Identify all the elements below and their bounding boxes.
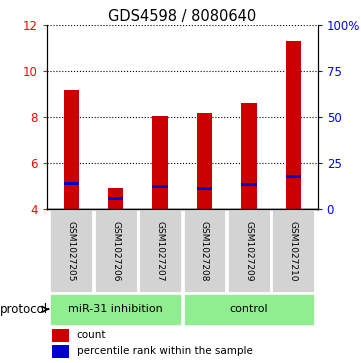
- Text: GSM1027210: GSM1027210: [289, 221, 298, 281]
- Text: GSM1027209: GSM1027209: [244, 221, 253, 281]
- Bar: [271, 209, 315, 293]
- Bar: [227, 209, 271, 293]
- Bar: [197, 113, 212, 209]
- Text: miR-31 inhibition: miR-31 inhibition: [68, 304, 163, 314]
- Title: GDS4598 / 8080640: GDS4598 / 8080640: [108, 9, 256, 24]
- Text: count: count: [77, 330, 106, 340]
- Bar: [108, 197, 123, 200]
- Text: control: control: [230, 304, 268, 314]
- Bar: [64, 90, 79, 209]
- Bar: [152, 185, 168, 188]
- Bar: [108, 188, 123, 209]
- Bar: [286, 41, 301, 209]
- Text: GSM1027208: GSM1027208: [200, 221, 209, 281]
- Bar: [183, 209, 226, 293]
- Bar: [64, 182, 79, 185]
- Bar: [152, 116, 168, 209]
- Text: GSM1027207: GSM1027207: [156, 221, 165, 281]
- Bar: [49, 209, 93, 293]
- Bar: [52, 329, 69, 342]
- Text: GSM1027205: GSM1027205: [67, 221, 76, 281]
- Bar: [286, 175, 301, 179]
- Bar: [138, 209, 182, 293]
- Bar: [241, 103, 257, 209]
- Bar: [241, 183, 257, 187]
- Bar: [94, 209, 138, 293]
- Bar: [183, 293, 315, 326]
- Text: percentile rank within the sample: percentile rank within the sample: [77, 346, 253, 356]
- Text: protocol: protocol: [0, 303, 48, 316]
- Bar: [197, 187, 212, 190]
- Bar: [49, 293, 182, 326]
- Bar: [52, 345, 69, 358]
- Text: GSM1027206: GSM1027206: [111, 221, 120, 281]
